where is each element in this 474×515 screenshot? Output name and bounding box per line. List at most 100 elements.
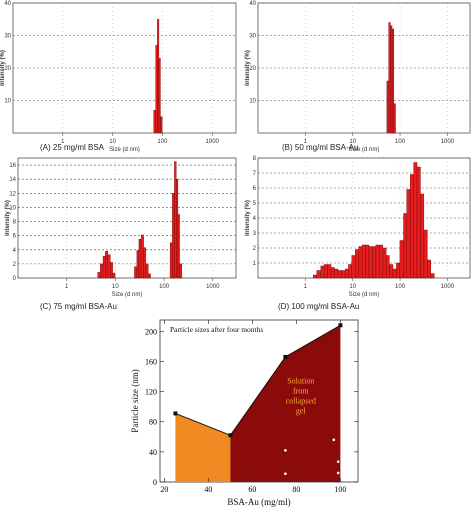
y-tick-label: 10 (9, 205, 16, 211)
histogram-bar (105, 250, 108, 279)
x-tick-label: 100 (159, 284, 170, 290)
y-tick-label: 16 (9, 163, 16, 169)
white-dot (284, 472, 287, 476)
y-tick-label: 20 (249, 66, 256, 72)
dls-panel-a: 10 20 30 40 1 10 100 1000 Size (d nm) Intensity (… (0, 1, 237, 153)
histogram-bar (390, 25, 393, 134)
y-tick-label: 40 (149, 448, 157, 457)
x-tick-label: 100 (157, 139, 168, 145)
y-tick-label: 160 (145, 357, 157, 366)
histogram-bar (110, 262, 113, 279)
x-tick-label: 1000 (441, 139, 455, 145)
histogram-bar (107, 254, 111, 279)
histogram-bar (155, 45, 158, 134)
histogram-bar (423, 229, 428, 279)
histogram-bar (138, 238, 142, 279)
x-tick-label: 10 (349, 284, 356, 290)
y-tick-label: 30 (249, 34, 256, 40)
histogram-bar (141, 234, 144, 279)
y-tick-label: 0 (153, 478, 157, 487)
y-tick-label: 5 (253, 201, 257, 207)
histogram-bar (385, 255, 390, 279)
y-tick-label: 6 (253, 186, 257, 192)
x-tick-label: 1 (61, 139, 65, 145)
x-tick-label: 1000 (441, 284, 455, 290)
y-tick-label: 14 (9, 177, 16, 183)
y-tick-label: 7 (253, 171, 257, 177)
dls-panel-d: 1 2 3 4 5 6 7 8 1 10 100 1000 Size (d nm) Intensity (… (245, 156, 471, 311)
data-point (228, 433, 233, 438)
y-axis-label: Intensity (%) (5, 200, 11, 236)
histogram-bar (344, 268, 349, 279)
histogram-bar (102, 255, 106, 279)
x-tick-label: 1000 (206, 139, 220, 145)
histogram-bar (406, 189, 411, 279)
panel-caption: (D) 100 mg/ml BSA-Au (278, 302, 359, 311)
histogram-bar (153, 110, 156, 134)
x-tick-label: 100 (334, 485, 346, 494)
x-tick-label: 20 (160, 485, 168, 494)
x-tick-label: 80 (292, 485, 300, 494)
histogram-bar (341, 270, 346, 279)
histogram-bar (361, 244, 366, 279)
y-tick-label: 3 (253, 231, 257, 237)
histogram-bar (157, 19, 160, 134)
plot-frame (17, 157, 237, 279)
y-tick-label: 10 (4, 99, 11, 105)
y-axis-label: Intensity (%) (0, 50, 6, 86)
histogram-bar (427, 259, 431, 279)
y-tick-label: 80 (149, 418, 157, 427)
y-tick-label: 12 (9, 191, 16, 197)
annotation-line: from (293, 386, 309, 395)
histogram-bar (323, 264, 328, 279)
size-line (175, 324, 341, 436)
dls-panel-b: 10 20 30 40 1 10 100 1000 Size (d nm) Intensity (… (245, 1, 471, 153)
y-axis-label: Particle size (nm) (130, 369, 140, 432)
histogram-bar (176, 178, 179, 279)
darkred-region (230, 325, 341, 482)
x-axis-label: Size (d nm) (349, 147, 380, 153)
histogram-bar (327, 264, 332, 279)
histogram-bar (355, 249, 359, 279)
x-axis-label: Size (d nm) (109, 147, 140, 153)
orange-region (175, 413, 231, 482)
dls-panel-c: 0 2 4 6 8 10 12 14 16 1 10 100 1000 Size (d nm) Intens… (5, 157, 237, 311)
annotation-line: Solution (287, 376, 314, 385)
histogram-bar (358, 246, 363, 279)
y-tick-label: 30 (4, 34, 11, 40)
histogram-bar (416, 166, 421, 279)
histogram-bar (382, 247, 387, 279)
x-tick-label: 40 (204, 485, 212, 494)
chart-title: Particle sizes after four months (170, 325, 263, 334)
white-dot (336, 471, 340, 475)
histogram-bar (396, 262, 401, 279)
white-dot (332, 438, 336, 442)
data-point (338, 323, 343, 328)
annotation-text: Solution from collapsed gel (286, 376, 316, 415)
y-axis-label: Intensity (%) (245, 200, 251, 236)
histogram-bar (334, 268, 339, 279)
y-tick-label: 6 (13, 234, 17, 240)
histogram-bar (389, 264, 394, 279)
histogram-bar (100, 263, 104, 279)
histogram-bar (177, 214, 180, 279)
y-tick-label: 1 (253, 261, 257, 267)
histogram-bar (393, 103, 396, 134)
y-tick-label: 4 (13, 248, 17, 254)
y-tick-label: 2 (253, 246, 257, 252)
y-tick-label: 40 (249, 1, 256, 7)
histogram-bar (136, 250, 140, 279)
data-point (283, 354, 288, 359)
y-tick-label: 10 (249, 99, 256, 105)
histogram-bar (351, 255, 356, 279)
histogram-bar (386, 80, 389, 134)
histogram-bar (172, 193, 175, 279)
histogram-bar (97, 272, 101, 279)
histogram-bar (368, 246, 373, 279)
particle-size-panel: 20 40 60 80 100 0 40 80 120 160 200 Particle sizes … (130, 319, 359, 507)
histogram-bar (158, 58, 161, 134)
histogram-bar (320, 265, 325, 279)
histogram-bar (391, 28, 395, 134)
histogram-bar (399, 240, 404, 279)
